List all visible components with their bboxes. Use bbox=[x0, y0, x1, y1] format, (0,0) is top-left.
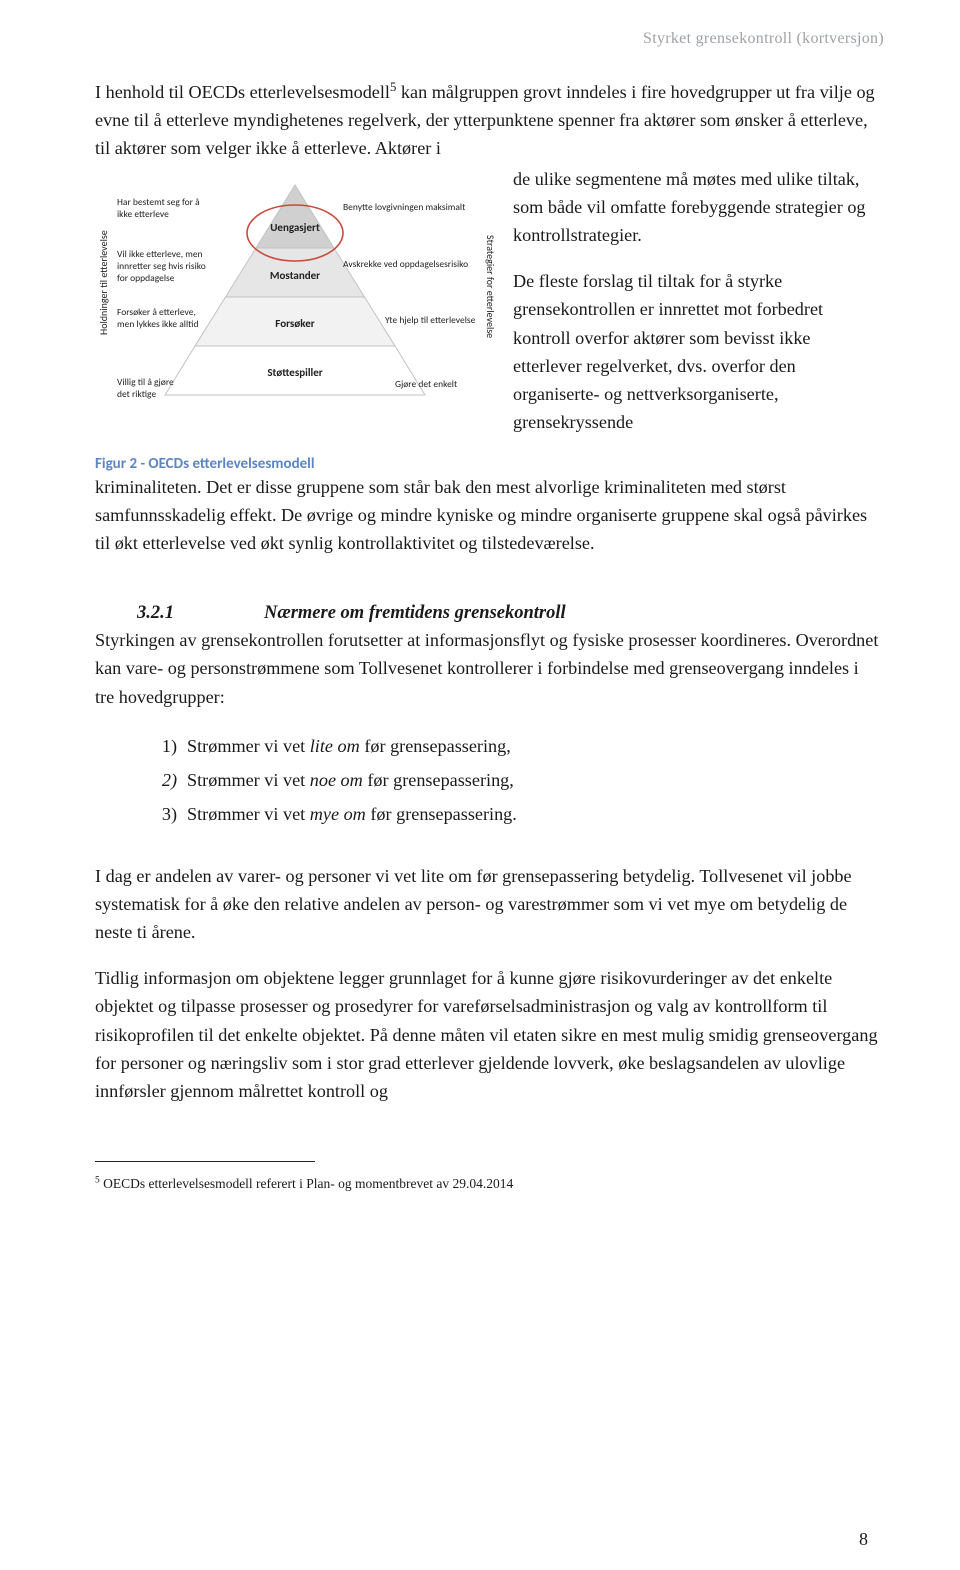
side-text-column: de ulike segmentene må møtes med ulike t… bbox=[513, 165, 882, 437]
intro-lead: I henhold til OECDs etterlevelsesmodell bbox=[95, 82, 390, 102]
r4: Gjøre det enkelt bbox=[395, 378, 458, 390]
list-num-2: 2) bbox=[155, 763, 177, 797]
tier3-label: Forsøker bbox=[275, 317, 314, 330]
l4b: det riktige bbox=[117, 388, 156, 400]
tier-1 bbox=[256, 185, 334, 248]
subsection-title: Nærmere om fremtidens grensekontroll bbox=[264, 603, 566, 624]
l4a: Villig til å gjøre bbox=[117, 376, 174, 388]
running-header: Styrket grensekontroll (kortversjon) bbox=[95, 30, 884, 48]
l2b: innretter seg hvis risiko bbox=[117, 260, 206, 272]
tier1-label: Uengasjert bbox=[270, 221, 320, 234]
list-num-1: 1) bbox=[155, 729, 177, 763]
tier2-label: Mostander bbox=[270, 269, 320, 282]
left-axis-label: Holdninger til etterlevelse bbox=[97, 230, 110, 335]
p-mid: I dag er andelen av varer- og personer v… bbox=[95, 862, 882, 947]
right-axis-label: Strategier for etterlevelse bbox=[484, 235, 495, 338]
oecd-pyramid-figure: Holdninger til etterlevelse Strategier f… bbox=[95, 165, 495, 445]
subsection-heading: 3.2.1 Nærmere om fremtidens grensekontro… bbox=[95, 603, 882, 624]
l3a: Forsøker å etterleve, bbox=[117, 306, 196, 318]
subsection-number: 3.2.1 bbox=[137, 603, 174, 624]
side-p2: De fleste forslag til tiltak for å styrk… bbox=[513, 267, 882, 436]
list-text-2: Strømmer vi vet noe om før grensepasseri… bbox=[187, 763, 514, 797]
r2: Avskrekke ved oppdagelsesrisiko bbox=[343, 258, 468, 270]
figure-and-text-row: Holdninger til etterlevelse Strategier f… bbox=[95, 165, 882, 473]
l2a: Vil ikke etterleve, men bbox=[117, 248, 203, 260]
page-number: 8 bbox=[859, 1529, 868, 1550]
list-item: 2) Strømmer vi vet noe om før grensepass… bbox=[155, 763, 882, 797]
l1b: ikke etterleve bbox=[117, 208, 169, 220]
figure-caption: Figur 2 - OECDs etterlevelsesmodell bbox=[95, 455, 495, 473]
p-last: Tidlig informasjon om objektene legger g… bbox=[95, 964, 882, 1105]
intro-paragraph: I henhold til OECDs etterlevelsesmodell5… bbox=[95, 78, 882, 163]
list-item: 1) Strømmer vi vet lite om før grensepas… bbox=[155, 729, 882, 763]
l1a: Har bestemt seg for å bbox=[117, 196, 200, 208]
l3b: men lykkes ikke alltid bbox=[117, 318, 198, 330]
side-p1: de ulike segmentene må møtes med ulike t… bbox=[513, 165, 882, 250]
figure-column: Holdninger til etterlevelse Strategier f… bbox=[95, 165, 495, 473]
l2c: for oppdagelse bbox=[117, 272, 175, 284]
tier4-label: Støttespiller bbox=[267, 366, 322, 379]
footnote-separator bbox=[95, 1161, 315, 1162]
continuation-paragraph: kriminaliteten. Det er disse gruppene so… bbox=[95, 473, 882, 558]
r3: Yte hjelp til etterlevelse bbox=[385, 314, 476, 326]
footnote-5: 5 OECDs etterlevelsesmodell referert i P… bbox=[95, 1174, 882, 1194]
footnote-text: OECDs etterlevelsesmodell referert i Pla… bbox=[100, 1176, 514, 1191]
r1: Benytte lovgivningen maksimalt bbox=[343, 201, 466, 213]
p-after-heading: Styrkingen av grensekontrollen forutsett… bbox=[95, 626, 882, 711]
list-text-1: Strømmer vi vet lite om før grensepasser… bbox=[187, 729, 511, 763]
list-item: 3) Strømmer vi vet mye om før grensepass… bbox=[155, 797, 882, 831]
numbered-list: 1) Strømmer vi vet lite om før grensepas… bbox=[155, 729, 882, 832]
list-num-3: 3) bbox=[155, 797, 177, 831]
list-text-3: Strømmer vi vet mye om før grensepasseri… bbox=[187, 797, 517, 831]
